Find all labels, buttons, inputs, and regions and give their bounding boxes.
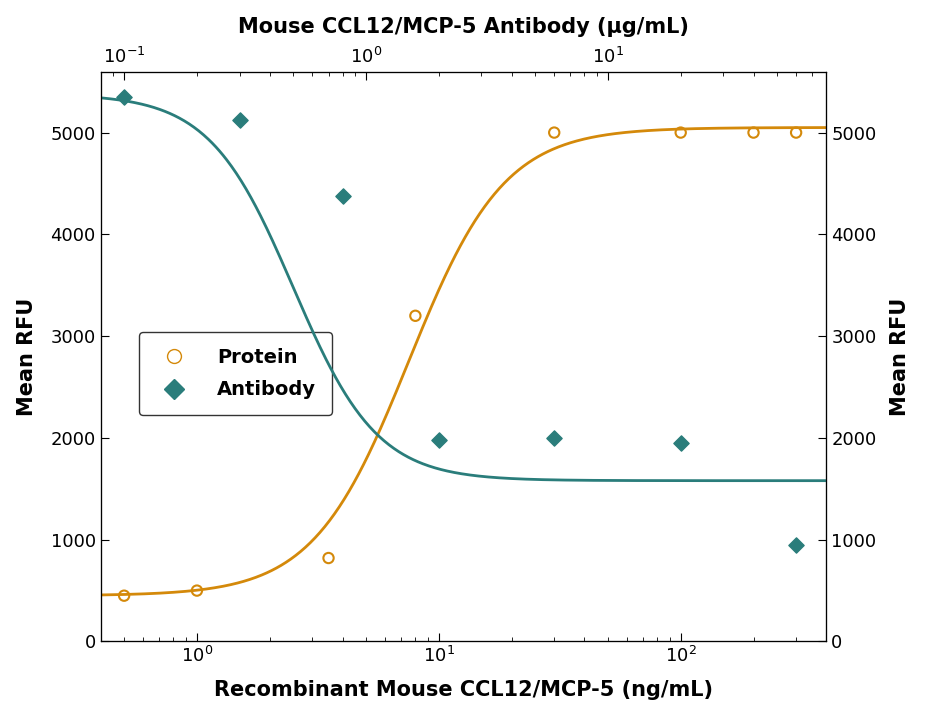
Point [232,115,247,126]
Point [547,432,562,444]
Point [321,552,336,564]
Point [673,127,688,138]
Point [408,310,423,321]
X-axis label: Mouse CCL12/MCP-5 Antibody (μg/mL): Mouse CCL12/MCP-5 Antibody (μg/mL) [238,16,689,37]
Point [117,91,132,103]
Point [746,127,761,138]
Point [547,127,562,138]
Point [189,585,204,597]
Point [789,539,804,551]
Point [431,435,446,446]
Y-axis label: Mean RFU: Mean RFU [17,298,37,416]
Point [117,590,132,602]
Point [336,190,350,201]
Y-axis label: Mean RFU: Mean RFU [890,298,910,416]
X-axis label: Recombinant Mouse CCL12/MCP-5 (ng/mL): Recombinant Mouse CCL12/MCP-5 (ng/mL) [214,680,713,701]
Legend: Protein, Antibody: Protein, Antibody [139,332,332,415]
Point [673,437,688,449]
Point [789,127,804,138]
